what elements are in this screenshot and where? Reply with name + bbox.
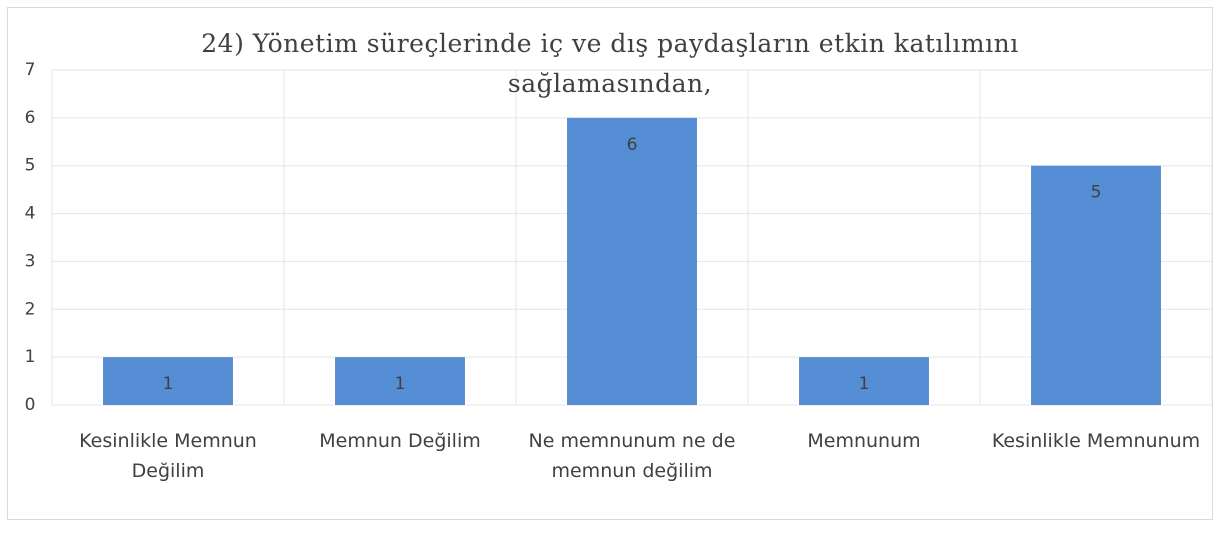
x-tick-label: Ne memnunum ne de memnun değilim [528,430,736,482]
bar [1031,165,1161,405]
x-tick-label: Kesinlikle Memnunum [991,430,1201,452]
x-tick-label: Kesinlikle Memnun Değilim [79,430,257,482]
y-tick-label: 3 [25,251,36,271]
chart-title: 24) Yönetim süreçlerinde iç ve dış payda… [201,29,1019,98]
y-tick-label: 0 [25,395,36,415]
y-tick-label: 5 [25,156,36,176]
y-tick-label: 1 [25,347,36,367]
x-tick-label: Memnun Değilim [319,430,481,452]
data-label: 1 [163,374,174,394]
bar [335,357,465,405]
x-tick-label: Memnunum [807,430,921,452]
data-label: 1 [859,374,870,394]
y-tick-label: 6 [25,108,36,128]
y-tick-label: 7 [25,60,36,80]
data-label: 5 [1091,183,1102,203]
data-label: 1 [395,374,406,394]
bar [567,117,697,405]
bar [799,357,929,405]
y-tick-label: 4 [25,204,36,224]
bar [103,357,233,405]
y-tick-label: 2 [25,299,36,319]
data-label: 6 [627,135,638,155]
